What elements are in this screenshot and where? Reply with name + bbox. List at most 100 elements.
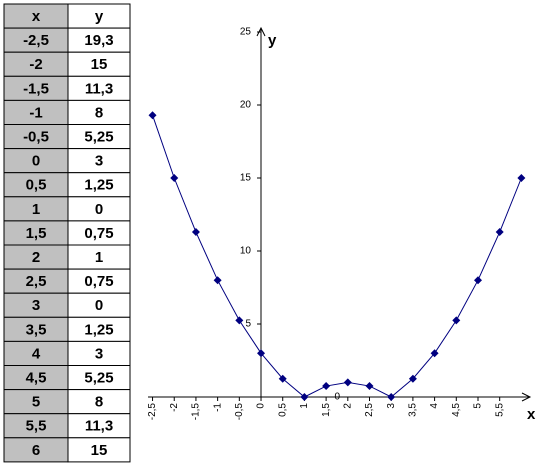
x-tick-label: -1,5 (191, 403, 202, 421)
cell-text: 11,3 (85, 80, 113, 97)
y-tick-label: 20 (240, 100, 252, 111)
y-tick-label: 0 (334, 392, 340, 403)
data-point (322, 382, 331, 391)
cell-text: 0 (95, 297, 103, 314)
cell-text: -2 (29, 56, 42, 73)
data-point (148, 111, 157, 120)
y-arrow (256, 26, 266, 37)
cell-text: 1,25 (84, 321, 113, 338)
x-tick-label: 0,5 (277, 403, 288, 417)
table-cell (3, 220, 69, 246)
header-text: y (95, 8, 104, 25)
table-cell (67, 268, 131, 294)
y-tick-label: 25 (240, 27, 252, 38)
table-cell (67, 244, 131, 270)
data-point (517, 174, 526, 182)
cell-text: 1 (32, 201, 40, 218)
table-cell (67, 292, 131, 318)
data-point (408, 374, 417, 383)
table-cell (67, 437, 131, 463)
table-cell (3, 27, 69, 53)
x-arrow (521, 392, 532, 402)
data-point (473, 276, 482, 285)
cell-text: 15 (91, 442, 108, 459)
cell-text: 5,5 (26, 418, 47, 435)
data-point (343, 378, 352, 387)
cell-text: 0 (95, 201, 103, 218)
cell-text: 1,25 (84, 177, 113, 194)
table-cell (3, 292, 69, 318)
cell-text: 15 (91, 56, 108, 73)
data-point (191, 228, 200, 237)
header-text: x (32, 8, 41, 25)
cell-text: 4 (32, 345, 41, 362)
cell-text: 3 (95, 153, 103, 170)
table-cell (67, 27, 131, 53)
x-tick-label: 2 (342, 403, 353, 409)
x-tick-label: 1,5 (321, 403, 332, 417)
cell-text: 6 (32, 442, 40, 459)
table-cell (67, 172, 131, 198)
data-point (300, 393, 309, 401)
data-point (170, 174, 179, 182)
data-point (387, 393, 396, 401)
cell-text: -0,5 (23, 129, 49, 146)
table-cell (3, 3, 69, 29)
x-tick-label: 3 (386, 403, 397, 409)
cell-text: -1,5 (23, 80, 49, 97)
cell-text: 1,5 (26, 225, 47, 242)
cell-text: 8 (95, 104, 103, 121)
table-cell (67, 389, 131, 415)
cell-text: 11,3 (85, 418, 113, 435)
cell-text: 0,75 (84, 225, 113, 242)
table-cell (67, 99, 131, 126)
table-cell (67, 316, 131, 342)
x-tick-label: -1 (212, 403, 223, 412)
cell-text: 5,25 (84, 370, 113, 387)
x-tick-label: -2 (169, 403, 180, 412)
table-cell (3, 437, 69, 463)
cell-text: 0,75 (84, 273, 113, 290)
table-cell (3, 316, 69, 342)
cell-text: 19,3 (84, 32, 113, 49)
y-axis-label: y (268, 32, 277, 49)
data-point (452, 316, 461, 325)
cell-text: 0 (32, 153, 40, 170)
data-point (495, 228, 504, 237)
x-tick-label: -0,5 (234, 403, 245, 421)
x-axis-label: x (527, 406, 536, 423)
y-tick-label: 5 (245, 319, 251, 330)
y-tick-label: 15 (240, 173, 252, 184)
cell-text: 3 (32, 297, 40, 314)
data-point (430, 349, 439, 358)
cell-text: 3 (95, 345, 103, 362)
cell-text: 5 (32, 394, 40, 411)
x-tick-label: 1 (299, 403, 310, 409)
table-cell (3, 124, 69, 150)
data-point (365, 382, 374, 391)
cell-text: 3,5 (26, 321, 47, 338)
data-point (278, 374, 287, 383)
x-tick-label: 5 (473, 403, 484, 409)
table-cell (3, 413, 69, 439)
cell-text: -1 (29, 104, 42, 121)
table-cell (67, 124, 131, 150)
data-point (257, 349, 266, 358)
x-tick-label: 4,5 (451, 403, 462, 417)
table-cell (67, 75, 131, 101)
x-tick-label: 0 (256, 403, 267, 409)
cell-text: 2 (32, 249, 40, 266)
cell-text: 8 (95, 394, 103, 411)
data-point (235, 316, 244, 325)
data-point (213, 276, 222, 285)
cell-text: 1 (95, 249, 103, 266)
table-cell (67, 148, 131, 174)
y-tick-label: 10 (240, 246, 252, 257)
x-tick-label: -2,5 (147, 403, 158, 421)
table-cell (67, 51, 131, 77)
cell-text: 4,5 (26, 370, 47, 387)
x-tick-label: 3,5 (408, 403, 419, 417)
cell-text: -2,5 (23, 32, 49, 49)
x-tick-label: 5,5 (494, 403, 505, 417)
